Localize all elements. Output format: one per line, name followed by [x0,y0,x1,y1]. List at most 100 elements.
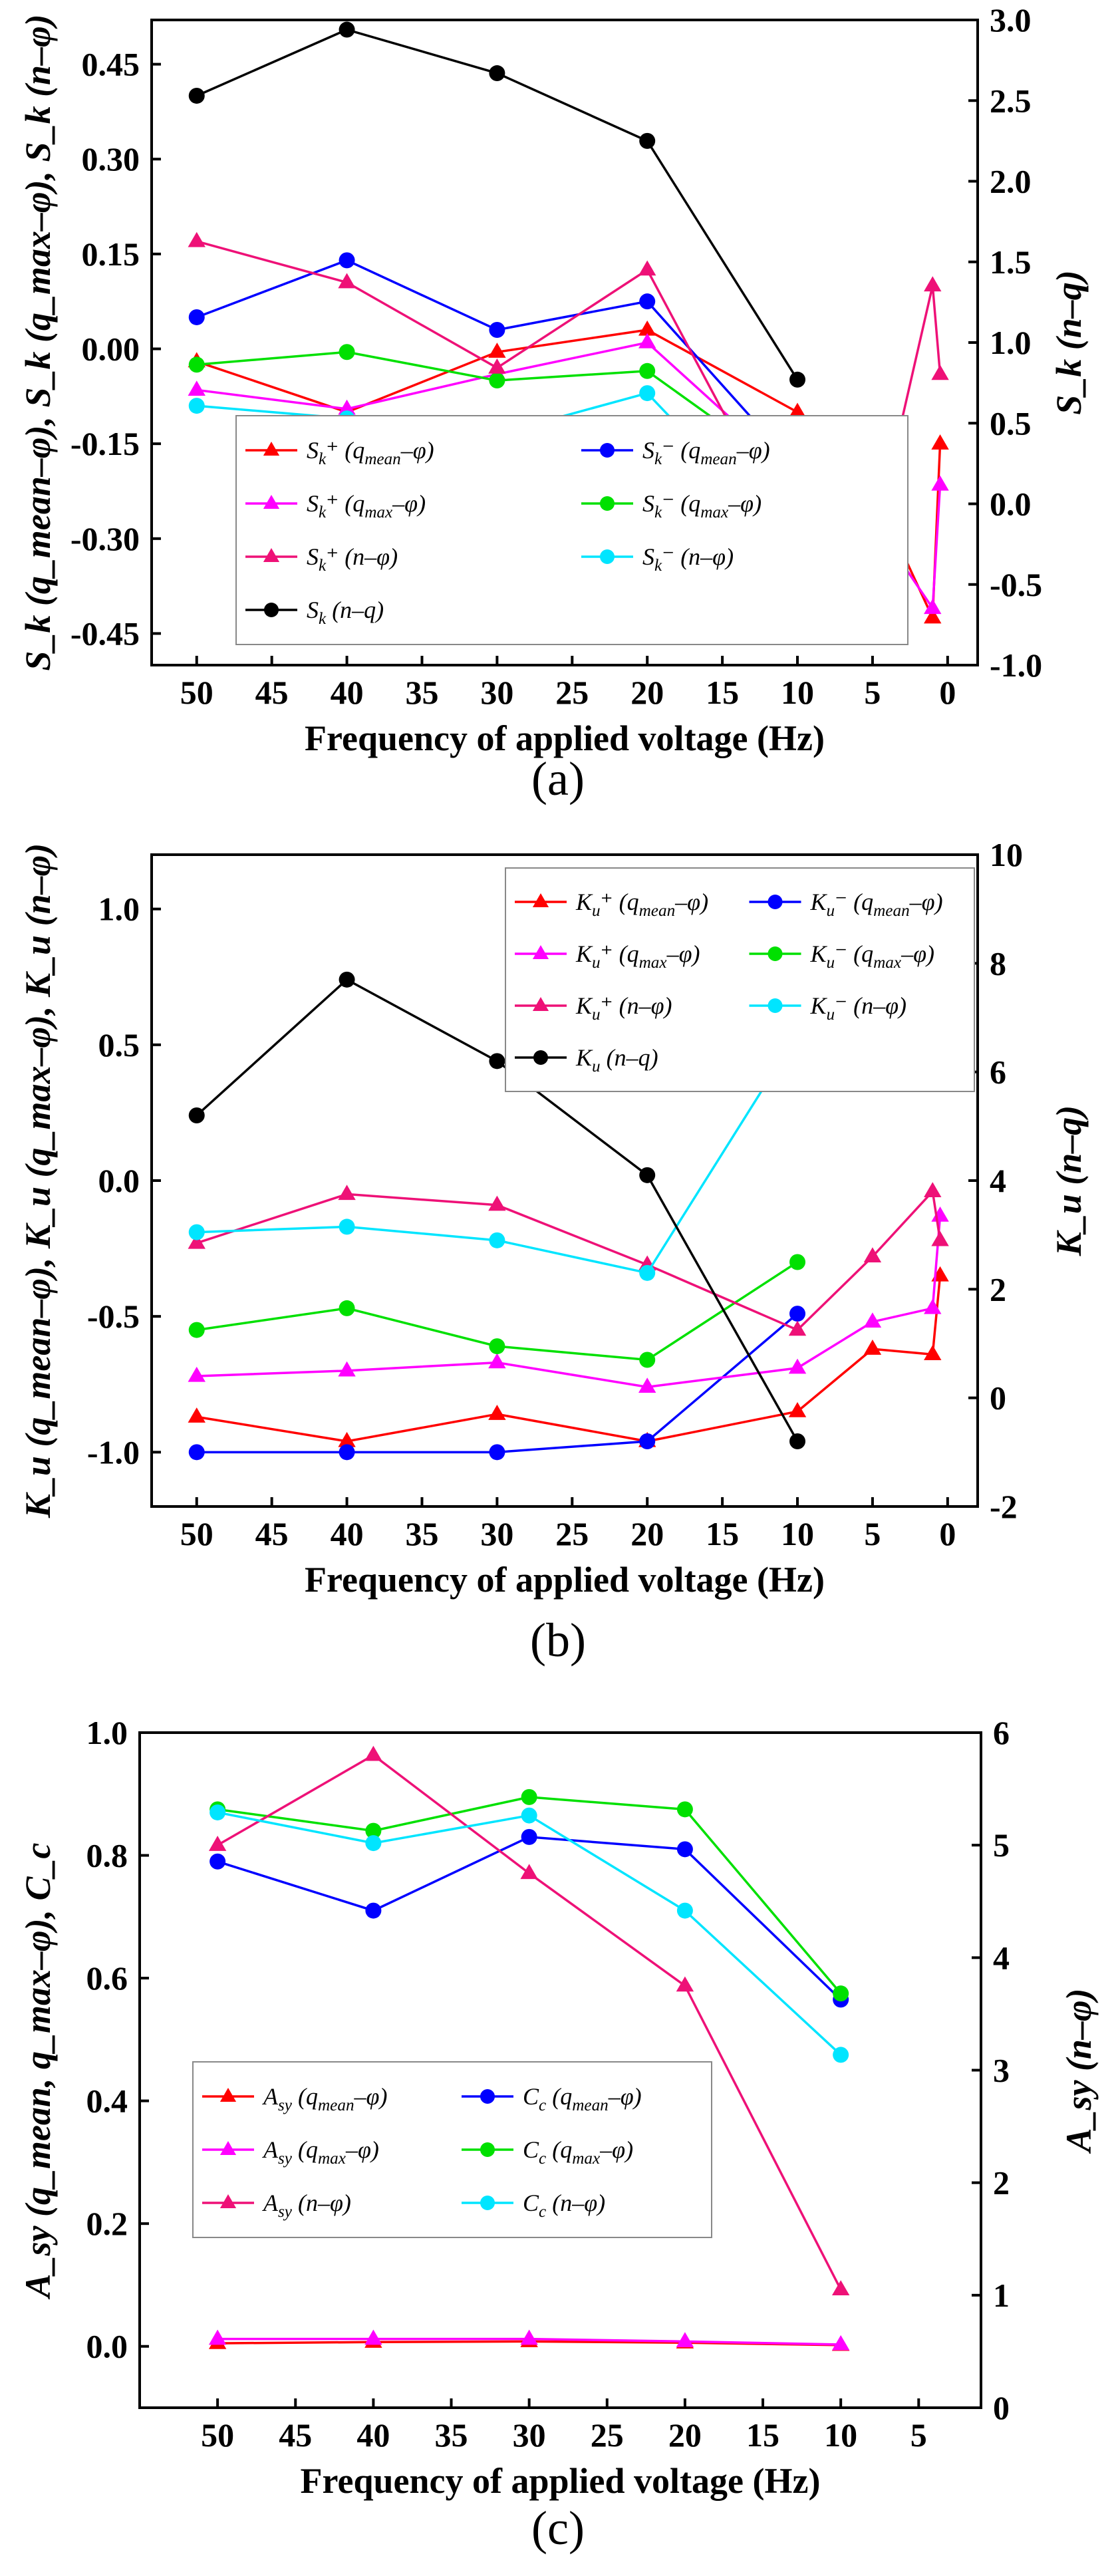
data-point [188,231,206,247]
panel-label-a: (a) [531,752,585,805]
data-point [364,2329,382,2345]
data-point [520,2329,538,2345]
data-point [924,1345,942,1360]
y2-tick-label: -1.0 [990,646,1042,684]
data-point [188,1366,206,1382]
series-k-u-q-max [188,1254,806,1368]
x-tick-label: 20 [668,2416,702,2454]
data-point [339,252,355,269]
x-tick-label: 40 [331,1515,364,1552]
data-point [521,1807,537,1824]
x-tick-label: 5 [864,1515,881,1552]
data-point [639,1433,656,1449]
legend-item: Sk⁻ (qmean–φ) [581,437,770,468]
data-point [339,1300,355,1316]
data-point [924,608,942,624]
axes: 50 45 40 35 30 25 20 15 10 5 0-1.0-0.50.00.51.0-20… [87,836,1023,1552]
legend-item: Ku⁺ (n–φ) [515,992,672,1024]
legend-marker [533,1050,548,1065]
series-line [196,1275,942,1443]
x-tick-label: 10 [781,674,814,711]
data-point [489,65,505,82]
series-k-u-q-mean [188,1306,806,1461]
legend-marker [263,442,280,456]
y2-tick-label: -0.5 [990,566,1042,603]
y2-tick-label: 2 [993,2164,1010,2202]
legend-marker [480,2196,495,2210]
legend-label: Ku⁻ (n–φ) [810,992,907,1024]
legend-item: Ku⁺ (qmax–φ) [515,940,700,972]
data-point [931,475,949,491]
y-tick-label: 0.0 [98,1162,140,1199]
legend-label: Ku (n–q) [575,1044,658,1075]
y2-tick-label: 4 [993,1939,1010,1976]
data-point [931,1206,949,1222]
y2-tick-label: 6 [990,1054,1006,1091]
data-point [833,1985,849,2002]
data-point [789,1433,806,1449]
y-tick-label: 0.30 [82,140,140,178]
data-point [924,276,942,292]
x-tick-label: 30 [480,674,513,711]
x-tick-label: 15 [706,674,739,711]
legend-label: Sk⁺ (n–φ) [307,543,398,575]
series-line [217,1796,842,1995]
y2-tick-label: 2.0 [990,163,1032,200]
y2-tick-label: 0.0 [990,486,1032,523]
data-point [338,273,356,289]
data-point [188,1224,205,1240]
legend-item: Sk⁺ (qmax–φ) [245,490,426,521]
y2-axis-title: S_k (n–q) [1049,270,1089,415]
data-point [789,1306,806,1322]
x-tick-label: 30 [480,1515,513,1552]
series-c-c-n [209,1804,849,2063]
legend-item: Ku⁻ (n–φ) [749,992,907,1024]
legend: Ku⁺ (qmean–φ) Ku⁻ (qmean–φ) Ku⁺ (qmax–φ) Ku… [505,867,975,1092]
data-point [188,309,205,325]
data-point [639,1264,656,1281]
legend-item: Cc (qmax–φ) [462,2136,633,2168]
legend-marker [480,2142,495,2157]
y-axis-title: K_u (q_mean–φ), K_u (q_max–φ), K_u (n–φ) [18,843,58,1518]
data-point [488,343,506,358]
data-point [789,1254,806,1270]
x-tick-label: 40 [331,674,364,711]
data-point [339,1444,355,1461]
legend-item: Sk⁻ (qmax–φ) [581,490,762,521]
y2-axis-title: A_sy (n–φ) [1059,1988,1099,2154]
legend-item: Sk⁻ (n–φ) [581,543,734,575]
axes: 50 45 40 35 30 25 20 15 10 50.00.20.40.60.81.0012… [86,1714,1010,2454]
data-point [364,1745,382,1761]
series-line [196,240,942,553]
y-tick-label: 0.00 [82,331,140,368]
data-point [489,1338,505,1355]
legend-label: Cc (n–φ) [523,2190,605,2221]
series-c-c-q-mean [209,1828,849,2008]
legend-marker [767,998,783,1013]
legend-label: Ku⁻ (qmax–φ) [810,940,934,972]
y2-tick-label: 8 [990,944,1006,982]
data-point [188,1407,206,1423]
legend-item: Ku⁺ (qmean–φ) [515,889,708,920]
data-point [338,1431,356,1447]
data-point [365,1902,382,1919]
data-point [931,434,949,450]
data-point [488,1353,506,1369]
legend-label: Sk⁺ (qmean–φ) [307,437,434,468]
panel-label-b: (b) [530,1614,586,1667]
series-line [196,1189,942,1332]
y-tick-label: -0.15 [70,425,140,462]
series-k-u-n [188,1182,949,1336]
legend-item: Sk⁺ (n–φ) [245,543,398,575]
data-point [863,1340,882,1355]
y-tick-label: 0.15 [82,235,140,273]
y-tick-label: -0.45 [70,615,140,652]
legend-label: Cc (qmean–φ) [523,2083,642,2114]
legend-item: Sk (n–q) [245,597,384,628]
y-tick-label: 0.45 [82,46,140,83]
x-tick-label: 35 [405,1515,438,1552]
data-point [639,132,656,149]
legend-marker [600,496,615,511]
y-axis-title: S_k (q_mean–φ), S_k (q_max–φ), S_k (n–φ) [18,14,58,670]
legend-box [235,415,908,645]
